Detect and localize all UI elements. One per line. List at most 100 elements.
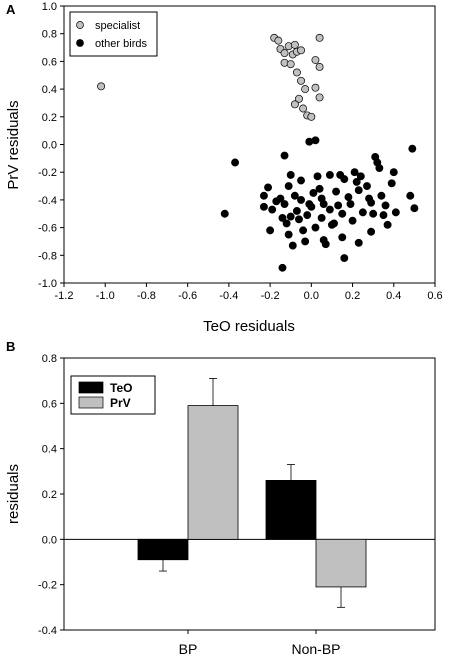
scatter-y-tick-label: -0.4 (38, 195, 57, 207)
scatter-y-tick-label: 0.2 (42, 112, 57, 124)
other-bird-point (286, 171, 295, 179)
bar-y-tick-label: 0.4 (42, 444, 57, 456)
legend-marker-specialist (76, 21, 84, 29)
legend-label-prv: PrV (110, 396, 131, 410)
bar-y-tick-label: 0.0 (42, 534, 57, 546)
other-bird-point (313, 172, 322, 181)
bar-y-tick-label: 0.6 (42, 398, 57, 410)
bar-y-tick-label: 0.2 (42, 489, 57, 501)
other-bird-point (280, 200, 289, 209)
specialist-point (315, 93, 324, 102)
scatter-y-tick-label: 0.0 (42, 140, 57, 152)
other-bird-point (352, 177, 361, 186)
other-bird-point (383, 220, 392, 229)
specialist-point (297, 46, 305, 55)
other-bird-point (325, 205, 334, 214)
bar-y-tick-label: -0.2 (38, 580, 57, 592)
bar-category-label: Non-BP (291, 641, 340, 657)
other-bird-point (330, 219, 338, 228)
other-bird-point (350, 168, 359, 177)
other-bird-point (387, 179, 396, 188)
panel-b-letter: B (6, 339, 15, 354)
bar-panel: B -0.4 -0.2 0.0 0.2 0.4 0.6 0.8 BP Non-BP TeO P… (5, 339, 436, 657)
other-bird-point (311, 136, 320, 145)
legend-label-teo: TeO (110, 381, 132, 395)
legend-marker-other-birds (76, 39, 84, 47)
specialist-point (286, 60, 295, 69)
specialist-point (290, 40, 299, 49)
other-bird-point (377, 191, 386, 200)
scatter-points (97, 33, 419, 272)
legend-swatch-prv (78, 396, 104, 409)
specialist-point (301, 85, 310, 94)
other-bird-point (315, 184, 324, 193)
other-bird-point (295, 215, 303, 224)
scatter-y-tick-label: -0.8 (38, 250, 57, 262)
scatter-x-tick-label: -0.4 (219, 290, 238, 302)
other-bird-point (278, 213, 287, 222)
other-bird-point (381, 201, 390, 210)
other-bird-point (317, 213, 326, 222)
other-bird-point (282, 219, 291, 228)
other-bird-point (344, 193, 353, 202)
other-bird-point (391, 208, 400, 217)
other-bird-point (354, 238, 363, 247)
scatter-y-tick-label: 0.8 (42, 29, 57, 41)
bar-teo-bp (137, 538, 189, 561)
other-bird-point (284, 230, 293, 239)
other-bird-point (338, 233, 347, 242)
other-bird-point (301, 237, 310, 246)
other-bird-point (367, 227, 376, 236)
specialist-point (297, 76, 305, 85)
other-bird-point (290, 191, 299, 200)
specialist-point (307, 112, 316, 121)
other-bird-point (292, 207, 301, 215)
other-bird-point (375, 164, 384, 172)
legend-label-specialist: specialist (95, 20, 140, 32)
other-bird-point (259, 191, 268, 200)
panel-a-letter: A (6, 2, 16, 17)
other-bird-point (332, 187, 341, 196)
other-bird-point (354, 186, 363, 195)
other-bird-point (358, 208, 367, 217)
other-bird-point (297, 176, 305, 185)
bar-teo-non-bp (265, 479, 317, 540)
other-bird-point (278, 263, 287, 272)
other-bird-point (379, 211, 388, 220)
other-bird-point (338, 209, 347, 218)
specialist-point (311, 83, 320, 92)
other-bird-point (284, 182, 293, 190)
other-bird-point (259, 202, 268, 211)
other-bird-point (340, 254, 349, 263)
other-bird-point (303, 211, 312, 220)
scatter-y-tick-label: -0.2 (38, 167, 57, 179)
scatter-x-tick-label: -0.2 (261, 290, 280, 302)
other-bird-point (231, 158, 240, 167)
other-bird-point (268, 205, 277, 214)
bar-y-ticks: -0.4 -0.2 0.0 0.2 0.4 0.6 0.8 (38, 353, 64, 637)
other-bird-point (220, 209, 229, 218)
specialist-point (290, 100, 299, 109)
other-bird-point (389, 168, 398, 177)
specialist-point (299, 104, 308, 113)
other-bird-point (264, 183, 272, 192)
other-bird-point (276, 194, 285, 203)
specialist-point (274, 36, 283, 45)
other-bird-point (348, 216, 357, 225)
scatter-x-tick-label: -0.6 (178, 290, 197, 302)
scatter-x-axis-label: TeO residuals (203, 318, 295, 335)
scatter-x-tick-label: 0.6 (427, 290, 442, 302)
other-bird-point (325, 171, 334, 179)
other-bird-point (408, 144, 417, 153)
scatter-legend-box (69, 11, 158, 57)
other-bird-point (266, 226, 275, 235)
other-bird-point (363, 182, 371, 190)
other-bird-point (319, 200, 328, 209)
other-bird-point (288, 241, 297, 250)
other-bird-point (286, 212, 295, 221)
scatter-y-tick-label: -0.6 (38, 223, 57, 235)
scatter-legend: specialist other birds (69, 11, 158, 57)
scatter-x-ticks: -1.2 -1.0 -0.8 -0.6 -0.4 -0.2 0.0 0.2 0.4 0.6 (55, 283, 443, 302)
scatter-y-tick-label: 0.4 (42, 84, 57, 96)
